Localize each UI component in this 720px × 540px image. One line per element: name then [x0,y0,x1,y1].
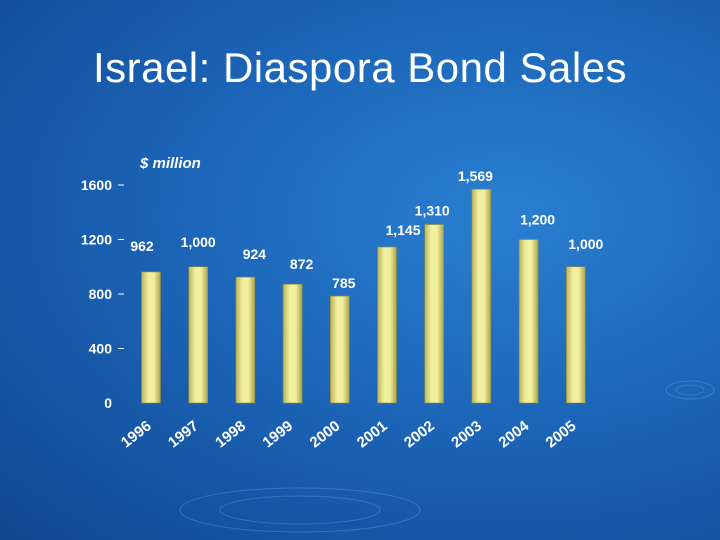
bar-2002 [424,224,445,404]
x-tick-label-1996: 1996 [118,417,155,451]
y-tick-label: 800 [89,286,113,302]
data-label-2002: 1,310 [415,203,450,219]
y-tick-label: 0 [104,395,112,411]
x-tick-label-2005: 2005 [543,417,580,451]
data-labels: 962 1,000 924 872 785 1,145 1,310 1,569 1,200 1,0… [130,168,603,291]
bar-2000 [329,295,350,404]
y-tick-label: 1200 [81,232,112,248]
bar-2003 [471,188,492,404]
data-label-2001: 1,145 [385,222,420,238]
bar-2004 [518,239,539,404]
data-label-1996: 962 [130,238,154,254]
data-label-2000: 785 [332,275,356,291]
x-tick-label-2002: 2002 [401,417,438,451]
x-tick-label-2001: 2001 [354,417,391,451]
ripple-decoration [179,380,715,533]
bars [141,188,586,404]
slide-title: Israel: Diaspora Bond Sales [92,44,628,91]
bar-1997 [188,266,208,404]
y-tick-label: 400 [89,341,113,357]
x-tick-label-1999: 1999 [259,417,296,451]
x-tick-label-2004: 2004 [495,417,532,451]
data-label-1998: 924 [243,246,267,262]
bar-2005 [565,266,586,404]
data-label-2004: 1,200 [520,212,555,228]
x-tick-label-1997: 1997 [165,417,202,451]
bar-1998 [235,276,256,404]
data-label-2005: 1,000 [568,236,603,252]
data-label-1999: 872 [290,256,314,272]
data-label-1997: 1,000 [181,234,216,250]
bar-1999 [282,283,303,404]
bar-2001 [377,246,397,404]
x-tick-label-1998: 1998 [212,417,249,451]
x-tick-label-2003: 2003 [448,417,485,451]
unit-label: $ million [139,155,201,172]
x-tick-label-2000: 2000 [307,417,344,451]
data-label-2003: 1,569 [458,168,493,184]
x-tick-labels: 1996 1997 1998 1999 2000 2001 2002 2003 2004 2005 [118,417,580,451]
y-axis: 0 400 800 1200 1600 [81,177,124,411]
bar-1996 [141,271,161,404]
y-tick-label: 1600 [81,177,112,193]
